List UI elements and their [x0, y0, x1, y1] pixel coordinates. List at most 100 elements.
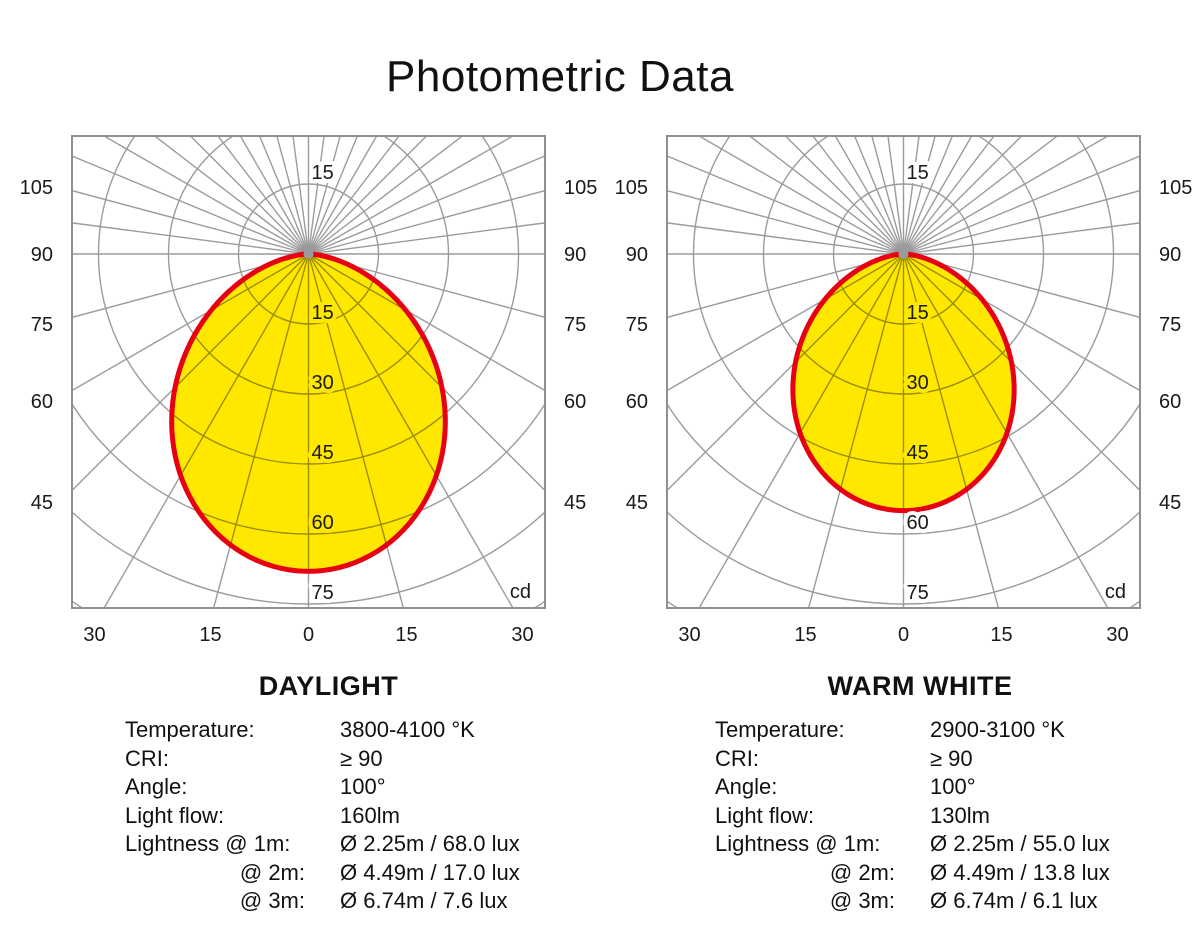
angle-ray: [308, 136, 428, 255]
spec-value: Ø 2.25m / 55.0 lux: [930, 831, 1110, 856]
spec-row-temperature: Temperature: 3800-4100 °K: [125, 716, 520, 745]
angle-label-right: 75: [564, 314, 586, 336]
daylight-title: DAYLIGHT: [258, 671, 399, 701]
spec-label: Light flow:: [125, 802, 225, 828]
angle-ray: [308, 136, 515, 255]
cd-axis-label: 60: [907, 512, 929, 534]
angle-ray: [308, 254, 446, 572]
angle-ray: [307, 136, 400, 255]
angle-label-bottom: 15: [199, 624, 221, 646]
cd-axis-top-label: 15: [907, 162, 929, 184]
angle-ray: [258, 136, 310, 255]
spec-row-lightness-3m: @ 3m: Ø 6.74m / 7.6 lux: [125, 887, 520, 916]
warm-white-polar-chart: 15 30 45 60 75 15 105 105 90 90 75 75 60 60 45 45 30 15 0 1…: [615, 135, 1192, 646]
angle-ray: [307, 136, 359, 255]
cd-axis-label: 45: [907, 442, 929, 464]
angle-label-left: 60: [31, 391, 53, 413]
spec-value: Ø 4.49m / 13.8 lux: [930, 859, 1110, 885]
angle-label-bottom: 15: [990, 624, 1012, 646]
angle-ray: [171, 254, 310, 255]
angle-ray: [902, 136, 936, 255]
angle-ray: [902, 136, 920, 255]
angle-ray: [903, 253, 1140, 392]
angle-label-left: 45: [31, 492, 53, 514]
spec-label: Light flow:: [715, 802, 815, 828]
angle-ray: [902, 254, 1015, 255]
angle-ray: [292, 136, 310, 255]
angle-ray: [276, 136, 310, 255]
angle-label-bottom: 30: [83, 624, 105, 646]
angle-label-left: 75: [31, 314, 53, 336]
spec-row-temperature: Temperature: 2900-3100 °K: [715, 716, 1110, 745]
angle-ray: [307, 136, 341, 255]
angle-ray: [784, 136, 904, 255]
chart-border: [666, 135, 1141, 609]
spec-label: @ 3m:: [239, 888, 305, 913]
angle-label-right: 60: [564, 391, 586, 413]
angle-ray: [667, 189, 904, 255]
angle-ray: [903, 189, 1140, 255]
angle-ray: [903, 254, 1015, 511]
cd-axis-label: 60: [312, 512, 334, 534]
angle-label-right: 60: [1159, 391, 1181, 413]
angle-label-right: 105: [564, 177, 597, 199]
angle-ray: [308, 189, 545, 255]
angle-label-right: 45: [564, 492, 586, 514]
spec-value: 130lm: [930, 802, 990, 828]
angle-ray: [903, 222, 1140, 255]
cd-axis-label: 15: [907, 302, 929, 324]
angle-ray: [72, 155, 309, 255]
spec-row-lightness-3m: @ 3m: Ø 6.74m / 6.1 lux: [715, 887, 1110, 916]
angle-label-bottom: 30: [1106, 624, 1128, 646]
angle-label-left: 60: [626, 391, 648, 413]
angle-ray: [792, 254, 905, 511]
daylight-spec-table: Temperature: 3800-4100 °K CRI: ≥ 90 Angl…: [125, 716, 520, 916]
angle-ray: [887, 136, 905, 255]
angle-ray: [308, 253, 545, 319]
spec-row-light-flow: Light flow: 130lm: [715, 802, 1110, 831]
angle-ray: [307, 136, 325, 255]
angle-ray: [903, 136, 1059, 255]
cd-axis-top-label: 15: [312, 162, 334, 184]
angle-ray: [239, 136, 310, 255]
spec-label: @ 2m:: [239, 859, 305, 885]
angle-label-bottom: 15: [395, 624, 417, 646]
spec-value: Ø 4.49m / 17.0 lux: [340, 859, 520, 885]
angle-label-right: 45: [1159, 492, 1181, 514]
spec-row-cri: CRI: ≥ 90: [125, 745, 520, 774]
intensity-curve-outline: [169, 251, 448, 574]
angle-ray: [667, 253, 904, 319]
origin-dot: [898, 249, 909, 259]
angle-label-left: 75: [626, 314, 648, 336]
cd-axis-label: 15: [312, 302, 334, 324]
spec-label: Temperature:: [125, 717, 255, 742]
angle-label-bottom: 15: [794, 624, 816, 646]
spec-value: 2900-3100 °K: [930, 717, 1065, 742]
spec-value: Ø 6.74m / 7.6 lux: [340, 888, 508, 913]
cd-axis-label: 75: [312, 582, 334, 604]
angle-ray: [189, 136, 309, 255]
angle-ray: [871, 136, 905, 255]
angle-ray: [902, 254, 1015, 511]
angle-ray: [792, 254, 905, 255]
angle-ray: [308, 254, 446, 555]
spec-value: 100°: [340, 774, 386, 799]
spec-row-lightness-1m: Lightness @ 1m: Ø 2.25m / 68.0 lux: [125, 830, 520, 859]
angle-ray: [792, 254, 905, 511]
angle-label-bottom: 0: [898, 624, 909, 646]
spec-row-lightness-2m: @ 2m: Ø 4.49m / 17.0 lux: [125, 859, 520, 888]
angle-ray: [903, 136, 1110, 255]
angle-ray: [72, 253, 309, 319]
warm-white-spec-table: Temperature: 2900-3100 °K CRI: ≥ 90 Angl…: [715, 716, 1110, 916]
daylight-polar-chart: 15 30 45 60 75 15 105 105 90 90 75 75 60 60 45 45 30 15 0 1…: [20, 135, 597, 646]
angle-ray: [853, 136, 905, 255]
angle-ray: [834, 136, 905, 255]
angle-ray: [667, 253, 904, 392]
angle-ray: [307, 254, 446, 572]
angle-ray: [667, 155, 904, 255]
spec-label: @ 2m:: [829, 859, 895, 885]
angle-label-left: 90: [626, 244, 648, 266]
angle-ray: [308, 136, 464, 255]
spec-label: Lightness @ 1m:: [125, 831, 291, 856]
